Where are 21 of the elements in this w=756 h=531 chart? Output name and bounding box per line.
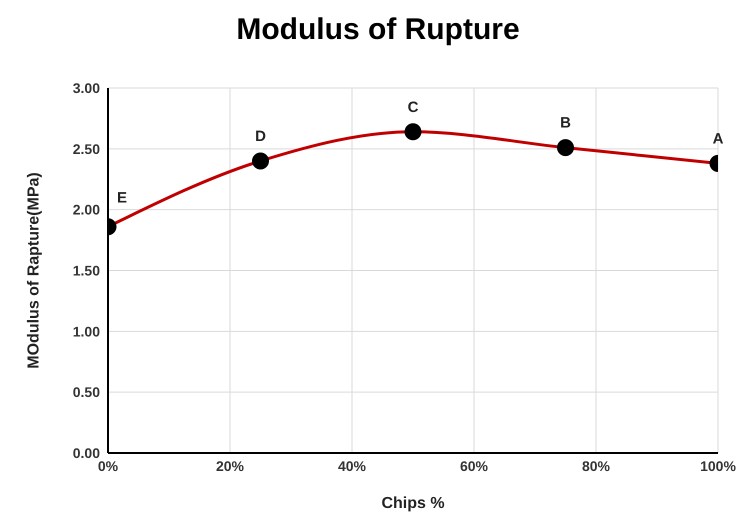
x-tick-label: 60% [460,458,489,474]
y-axis-title: MOdulus of Rapture(MPa) [26,172,43,369]
y-tick-label: 2.50 [72,140,100,157]
x-tick-label: 20% [216,458,245,474]
y-tick-label: 3.00 [72,80,100,96]
y-tick-label: 1.00 [72,323,100,340]
x-tick-label: 80% [582,458,611,474]
annotation: E [116,190,128,207]
annotation: B [560,114,572,132]
annotation: C [408,98,419,116]
y-tick-label: 1.50 [72,262,100,278]
x-tick-label: 40% [338,458,367,474]
annotation: A [712,130,724,148]
x-tick-label: 0% [98,458,119,474]
chart-title: Modulus of Rupture [235,12,521,48]
x-axis-title: Chips % [381,495,445,512]
y-tick-label: 2.00 [72,202,100,218]
x-tick-label: 100% [700,458,736,474]
annotation: D [255,128,266,145]
y-tick-label: 0.00 [72,444,100,461]
y-tick-label: 0.50 [72,384,100,400]
